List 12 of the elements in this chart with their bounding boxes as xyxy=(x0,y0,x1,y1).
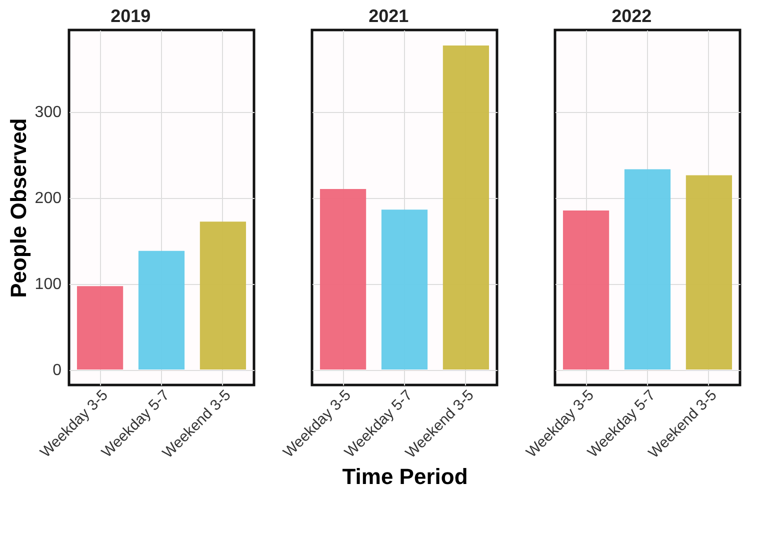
y-tick-label: 0 xyxy=(52,362,62,380)
y-tick-label: 300 xyxy=(34,104,62,122)
y-tick-label: 100 xyxy=(34,276,62,294)
chart-title: 2022 xyxy=(612,6,652,26)
chart-title: 2019 xyxy=(110,6,151,26)
y-tick-label: 200 xyxy=(34,190,62,208)
bar xyxy=(76,286,124,370)
y-axis-title: People Observed xyxy=(6,118,31,298)
bar xyxy=(138,250,185,370)
bar xyxy=(200,222,246,370)
chart-title: 2021 xyxy=(368,6,409,26)
x-axis-title: Time Period xyxy=(342,464,468,489)
